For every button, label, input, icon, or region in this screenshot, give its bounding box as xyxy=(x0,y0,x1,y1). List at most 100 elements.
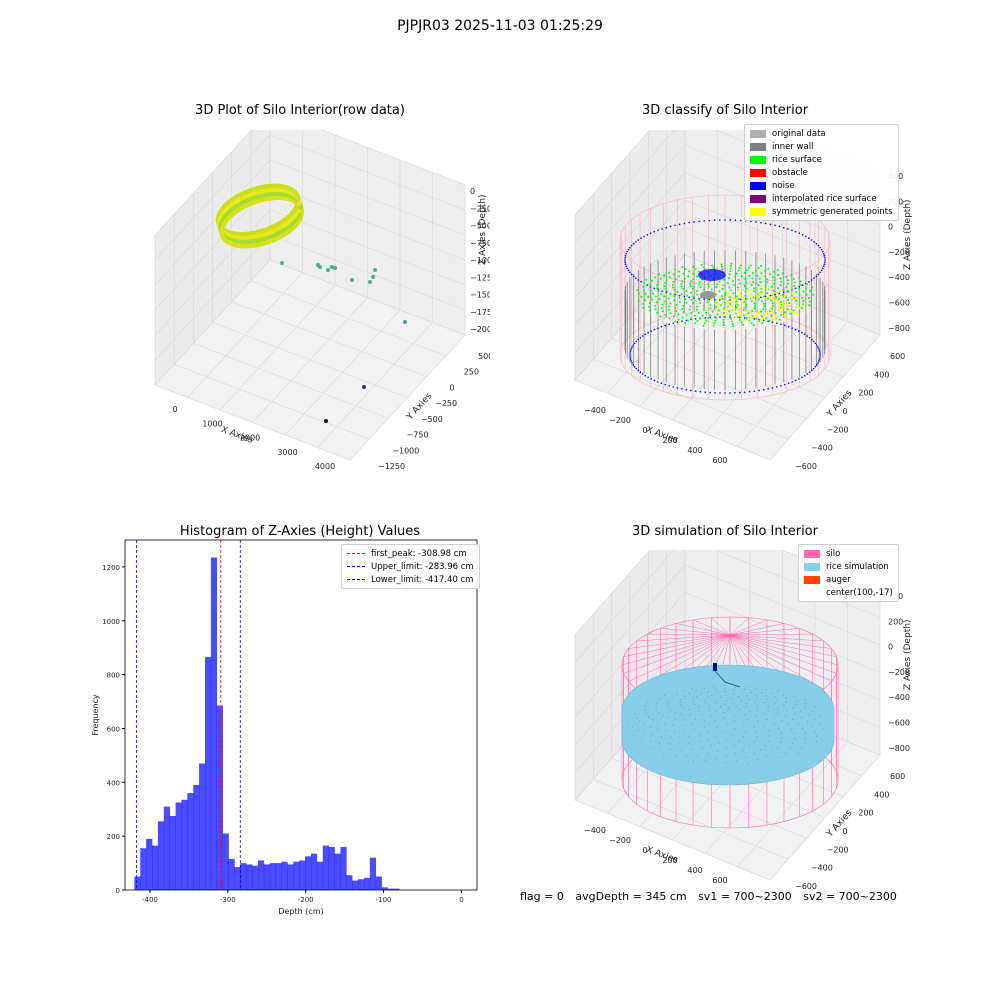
histogram-bar xyxy=(310,853,318,890)
sv2-text: sv2 = 700~2300 xyxy=(803,890,897,903)
raw-point-ring xyxy=(216,183,304,249)
histogram-bar xyxy=(240,863,247,890)
histogram-bar xyxy=(204,657,212,890)
histogram-bar xyxy=(199,763,206,890)
histogram-bar xyxy=(187,793,194,890)
histogram-bar xyxy=(140,848,147,890)
cls-legend-label: inner wall xyxy=(772,141,814,152)
cls-legend-swatch xyxy=(750,129,766,138)
sim-z-tick-6: −800 xyxy=(888,744,910,753)
cls-rice-surface xyxy=(636,262,815,328)
hist-legend-entry: Lower_limit: -417.40 cm xyxy=(347,573,474,586)
hist-legend-entry: Upper_limit: -283.96 cm xyxy=(347,560,474,573)
raw-y-tick-5: 0 xyxy=(449,383,454,392)
raw-z-tick-4: −1000 xyxy=(470,256,490,265)
cls-y-tick-1: −400 xyxy=(811,444,833,453)
histogram-bar xyxy=(352,880,359,890)
histogram-bar xyxy=(287,864,294,890)
cls-legend-entry: obstacle xyxy=(750,166,893,179)
histogram-bar xyxy=(134,876,141,890)
sim-legend-swatch xyxy=(804,562,820,571)
raw-y-tick-7: 500 xyxy=(478,352,490,361)
raw-outlier-point xyxy=(403,320,407,324)
cls-legend-entry: interpolated rice surface xyxy=(750,192,893,205)
cls-y-tick-5: 400 xyxy=(874,370,889,379)
raw-outlier-point xyxy=(368,280,372,284)
histogram-bar xyxy=(146,838,153,890)
hist-y-label: Frequency xyxy=(91,694,100,736)
cls-legend-swatch xyxy=(750,142,766,151)
cls-symmetric-points xyxy=(714,287,807,322)
sim-y-tick-3: 0 xyxy=(843,827,848,836)
raw-y-tick-1: −1000 xyxy=(392,446,419,455)
figure-title: PJPJR03 2025-11-03 01:25:29 xyxy=(397,18,603,34)
sim-legend-label: auger xyxy=(826,574,851,585)
sim-x-tick-5: 600 xyxy=(712,876,727,885)
hist-xtick-label-3: -100 xyxy=(376,896,392,904)
cls-z-tick-5: −600 xyxy=(888,299,910,308)
raw-outlier-point xyxy=(280,261,284,265)
cls-y-tick-4: 200 xyxy=(858,389,873,398)
cls-legend-label: interpolated rice surface xyxy=(772,193,877,204)
hist-legend-label: Lower_limit: -417.40 cm xyxy=(371,574,474,585)
raw-outlier-point xyxy=(371,275,375,279)
histogram-bar xyxy=(175,802,182,890)
panel4-title: 3D simulation of Silo Interior xyxy=(632,524,818,539)
sim-legend-swatch xyxy=(804,575,820,584)
cls-legend-entry: rice surface xyxy=(750,153,893,166)
cls-legend-entry: symmetric generated points xyxy=(750,205,893,218)
raw-x-label: X Axies xyxy=(220,425,255,446)
sim-legend-entry: rice simulation xyxy=(804,560,893,573)
histogram-bar xyxy=(346,875,353,890)
raw-y-tick-2: −750 xyxy=(407,431,429,440)
sim-legend-entry: center(100,-17) xyxy=(804,586,893,599)
cls-legend-swatch xyxy=(750,155,766,164)
histogram-bar xyxy=(152,845,159,890)
histogram-bar xyxy=(210,557,218,890)
histogram-bar xyxy=(363,877,371,890)
histogram-bar xyxy=(216,705,223,890)
sim-y-tick-4: 200 xyxy=(858,809,873,818)
histogram-bar xyxy=(358,879,365,890)
hist-legend-line xyxy=(347,579,365,580)
histogram-bar xyxy=(169,815,176,890)
cls-x-tick-2: 0 xyxy=(642,426,647,435)
sim-y-tick-1: −400 xyxy=(811,864,833,873)
depth-histogram: -400 -300 -200 -100 0 0 200 400 600 800 1000 1200 De… xyxy=(91,539,478,916)
cls-noise-cluster xyxy=(698,269,726,281)
sim-y-tick-5: 400 xyxy=(874,790,889,799)
histogram-bar xyxy=(257,860,265,890)
raw-y-tick-3: −500 xyxy=(421,415,443,424)
sim-auger-path xyxy=(714,670,741,688)
panel2-title: 3D classify of Silo Interior xyxy=(641,103,809,118)
histogram-bar xyxy=(393,888,400,890)
hist-ytick-label-3: 600 xyxy=(107,725,120,733)
raw-x-tick-1: 1000 xyxy=(202,419,222,428)
cls-legend-swatch xyxy=(750,194,766,203)
raw-z-tick-2: −500 xyxy=(470,222,490,231)
classify-legend: original data inner wall rice surface obsta… xyxy=(744,124,899,221)
raw-z-tick-6: −1500 xyxy=(470,291,490,300)
raw-outlier-point xyxy=(326,268,330,272)
raw-y-tick-6: 250 xyxy=(464,368,479,377)
histogram-bar xyxy=(387,888,394,890)
cls-inner-wall xyxy=(624,250,826,390)
cls-legend-label: symmetric generated points xyxy=(772,206,893,217)
sim-legend-swatch xyxy=(804,589,820,597)
hist-ytick-label-4: 800 xyxy=(107,672,120,680)
cls-z-tick-2: 0 xyxy=(888,223,893,232)
raw-z-tick-5: −1250 xyxy=(470,273,490,282)
grid-lines xyxy=(154,130,466,461)
raw-z-tick-3: −750 xyxy=(470,239,490,248)
hist-xtick-label-0: -400 xyxy=(142,896,158,904)
histogram-bar xyxy=(281,861,288,890)
simulation-3d: −400−2000200400600−600−400−2000200400600… xyxy=(574,550,913,890)
hist-ytick-label-1: 200 xyxy=(107,833,120,841)
histogram-bar xyxy=(305,856,312,890)
cls-x-tick-3: 200 xyxy=(662,436,677,445)
cls-x-tick-4: 400 xyxy=(687,446,702,455)
sim-x-tick-4: 400 xyxy=(687,866,702,875)
histogram-bars xyxy=(134,557,400,890)
sim-legend-label: rice simulation xyxy=(826,561,889,572)
sv1-text: sv1 = 700~2300 xyxy=(698,890,792,903)
